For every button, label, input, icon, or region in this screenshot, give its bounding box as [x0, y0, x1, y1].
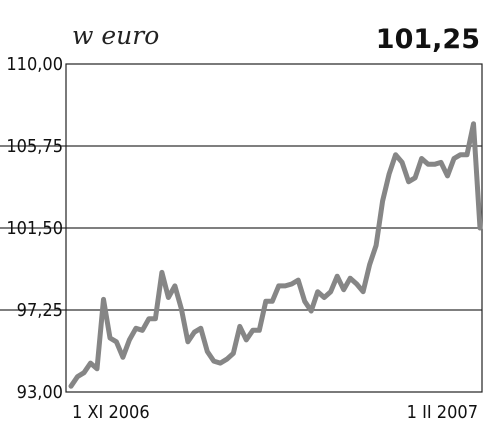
last-value-label: 101,25: [376, 24, 480, 55]
unit-label: w euro: [72, 21, 159, 50]
y-tick-label: 110,00: [6, 54, 63, 75]
series-layer: [68, 121, 483, 389]
price-line: [68, 121, 483, 389]
y-axis-ticks: 110,00 105,75 101,50 97,25 93,00: [6, 54, 63, 403]
gridlines: [0, 145, 482, 311]
x-label-start: 1 XI 2006: [72, 402, 150, 423]
y-tick-label: 105,75: [6, 136, 63, 157]
y-tick-label: 101,50: [6, 218, 63, 239]
x-label-end: 1 II 2007: [407, 402, 478, 423]
y-tick-label: 97,25: [17, 300, 63, 321]
y-tick-label: 93,00: [17, 382, 63, 403]
